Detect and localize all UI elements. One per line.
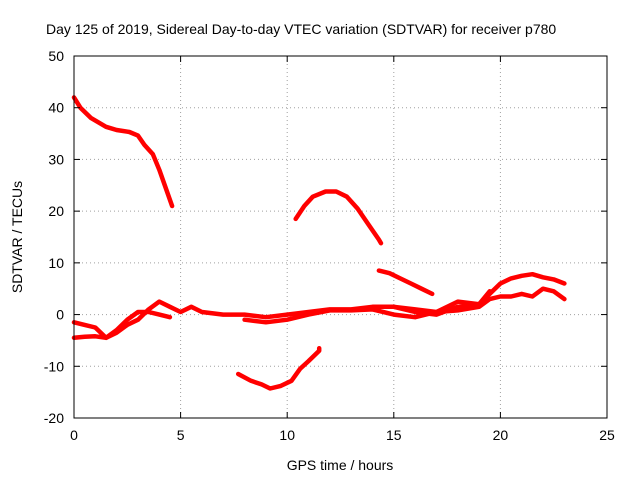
- x-tick-label: 20: [493, 427, 509, 443]
- y-tick-label: -10: [44, 358, 64, 374]
- series-arc-1: [71, 95, 175, 209]
- x-tick-label: 15: [386, 427, 402, 443]
- plot-frame: [73, 55, 608, 419]
- series-arc-3: [71, 309, 173, 341]
- x-tick-label: 0: [70, 427, 78, 443]
- y-tick-label: -20: [44, 410, 64, 426]
- y-tick-label: 50: [48, 48, 64, 64]
- x-tick-label: 5: [177, 427, 185, 443]
- y-tick-label: 40: [48, 100, 64, 116]
- tick-layer: 0 5 10 15 20 25 -20 -10 0 10 20 30 40 50: [44, 48, 615, 443]
- series-layer: [71, 95, 567, 391]
- y-tick-label: 30: [48, 151, 64, 167]
- x-axis-label: GPS time / hours: [287, 457, 394, 473]
- series-arc-7: [376, 268, 435, 297]
- y-tick-label: 0: [56, 307, 64, 323]
- series-arc-8: [235, 345, 322, 391]
- x-tick-label: 25: [599, 427, 615, 443]
- series-arc-2: [71, 271, 567, 341]
- series-arc-5: [391, 289, 492, 315]
- y-tick-label: 20: [48, 203, 64, 219]
- x-tick-label: 10: [279, 427, 295, 443]
- y-axis-label: SDTVAR / TECUs: [9, 181, 25, 293]
- series-arc-6: [293, 189, 384, 246]
- y-tick-label: 10: [48, 255, 64, 271]
- grid-layer: [74, 56, 607, 418]
- series-arc-4: [242, 286, 567, 325]
- chart-title: Day 125 of 2019, Sidereal Day-to-day VTE…: [46, 21, 556, 37]
